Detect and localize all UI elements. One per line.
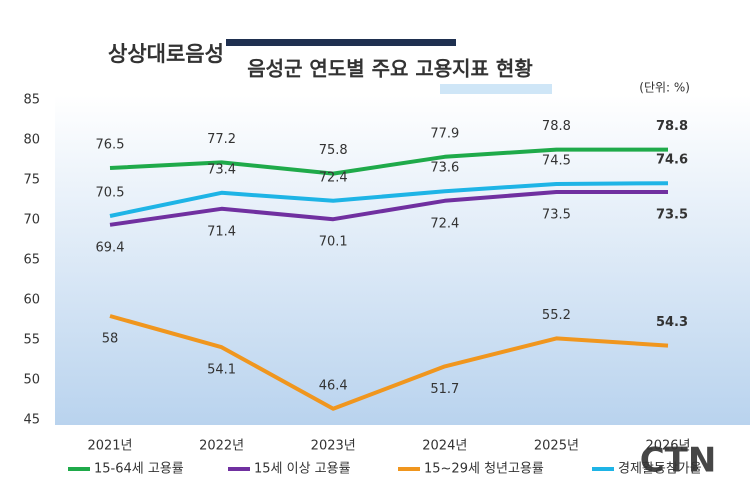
- data-label: 51.7: [430, 382, 459, 397]
- series-line: [109, 147, 668, 176]
- title-bar: [226, 39, 456, 46]
- data-label: 70.5: [96, 186, 125, 201]
- data-label: 73.5: [542, 208, 571, 223]
- data-label: 74.5: [542, 154, 571, 169]
- y-tick-label: 85: [23, 93, 40, 108]
- unit-label: (단위: %): [639, 81, 690, 95]
- series-line: [109, 181, 669, 218]
- y-tick-label: 80: [23, 133, 40, 148]
- data-label: 77.9: [430, 126, 459, 141]
- y-tick-label: 45: [23, 413, 40, 428]
- chart-title: 음성군 연도별 주요 고용지표 현황: [247, 57, 533, 81]
- y-tick-label: 50: [23, 373, 40, 388]
- x-tick-label: 2026년: [645, 439, 690, 454]
- plot-background: [55, 95, 750, 425]
- logo: 상상대로음성: [108, 42, 224, 66]
- data-label: 71.4: [207, 224, 236, 239]
- data-label: 46.4: [319, 378, 348, 393]
- x-tick-label: 2024년: [422, 439, 467, 454]
- data-label: 72.4: [430, 216, 459, 231]
- data-label: 54.3: [656, 315, 688, 330]
- plot: 45 50 55 60 65 70 75 80 85 2021년 2022년 2023년 2024년 20…: [23, 93, 701, 477]
- y-tick-label: 55: [23, 333, 40, 348]
- legend-label: 15세 이상 고용률: [254, 462, 351, 477]
- y-tick-label: 70: [23, 213, 40, 228]
- data-label: 73.5: [656, 208, 688, 223]
- y-tick-label: 65: [23, 253, 40, 268]
- legend-label: 경제활동참가율: [618, 462, 702, 477]
- data-label: 75.8: [319, 143, 348, 158]
- data-label: 73.6: [430, 161, 459, 176]
- data-label: 72.4: [319, 170, 348, 185]
- series-line: [109, 190, 668, 227]
- data-label: 70.1: [319, 235, 348, 250]
- y-tick-label: 75: [23, 173, 40, 188]
- legend-label: 15-64세 고용률: [94, 462, 184, 477]
- data-label: 58: [102, 332, 119, 347]
- data-label: 78.8: [656, 119, 688, 134]
- y-tick-label: 60: [23, 293, 40, 308]
- data-label: 55.2: [542, 308, 571, 323]
- data-label: 73.4: [207, 162, 236, 177]
- x-tick-label: 2022년: [199, 439, 244, 454]
- data-label: 74.6: [656, 153, 688, 168]
- data-label: 54.1: [207, 363, 236, 378]
- data-label: 76.5: [96, 138, 125, 153]
- legend-label: 15~29세 청년고용률: [424, 462, 544, 477]
- data-label: 78.8: [542, 119, 571, 134]
- title-accent: [440, 84, 552, 94]
- x-tick-label: 2023년: [311, 439, 356, 454]
- data-label: 69.4: [96, 240, 125, 255]
- data-label: 77.2: [207, 132, 236, 147]
- watermark: CTN: [640, 441, 717, 481]
- x-tick-label: 2021년: [87, 439, 132, 454]
- x-tick-label: 2025년: [534, 439, 579, 454]
- series-line: [109, 314, 669, 411]
